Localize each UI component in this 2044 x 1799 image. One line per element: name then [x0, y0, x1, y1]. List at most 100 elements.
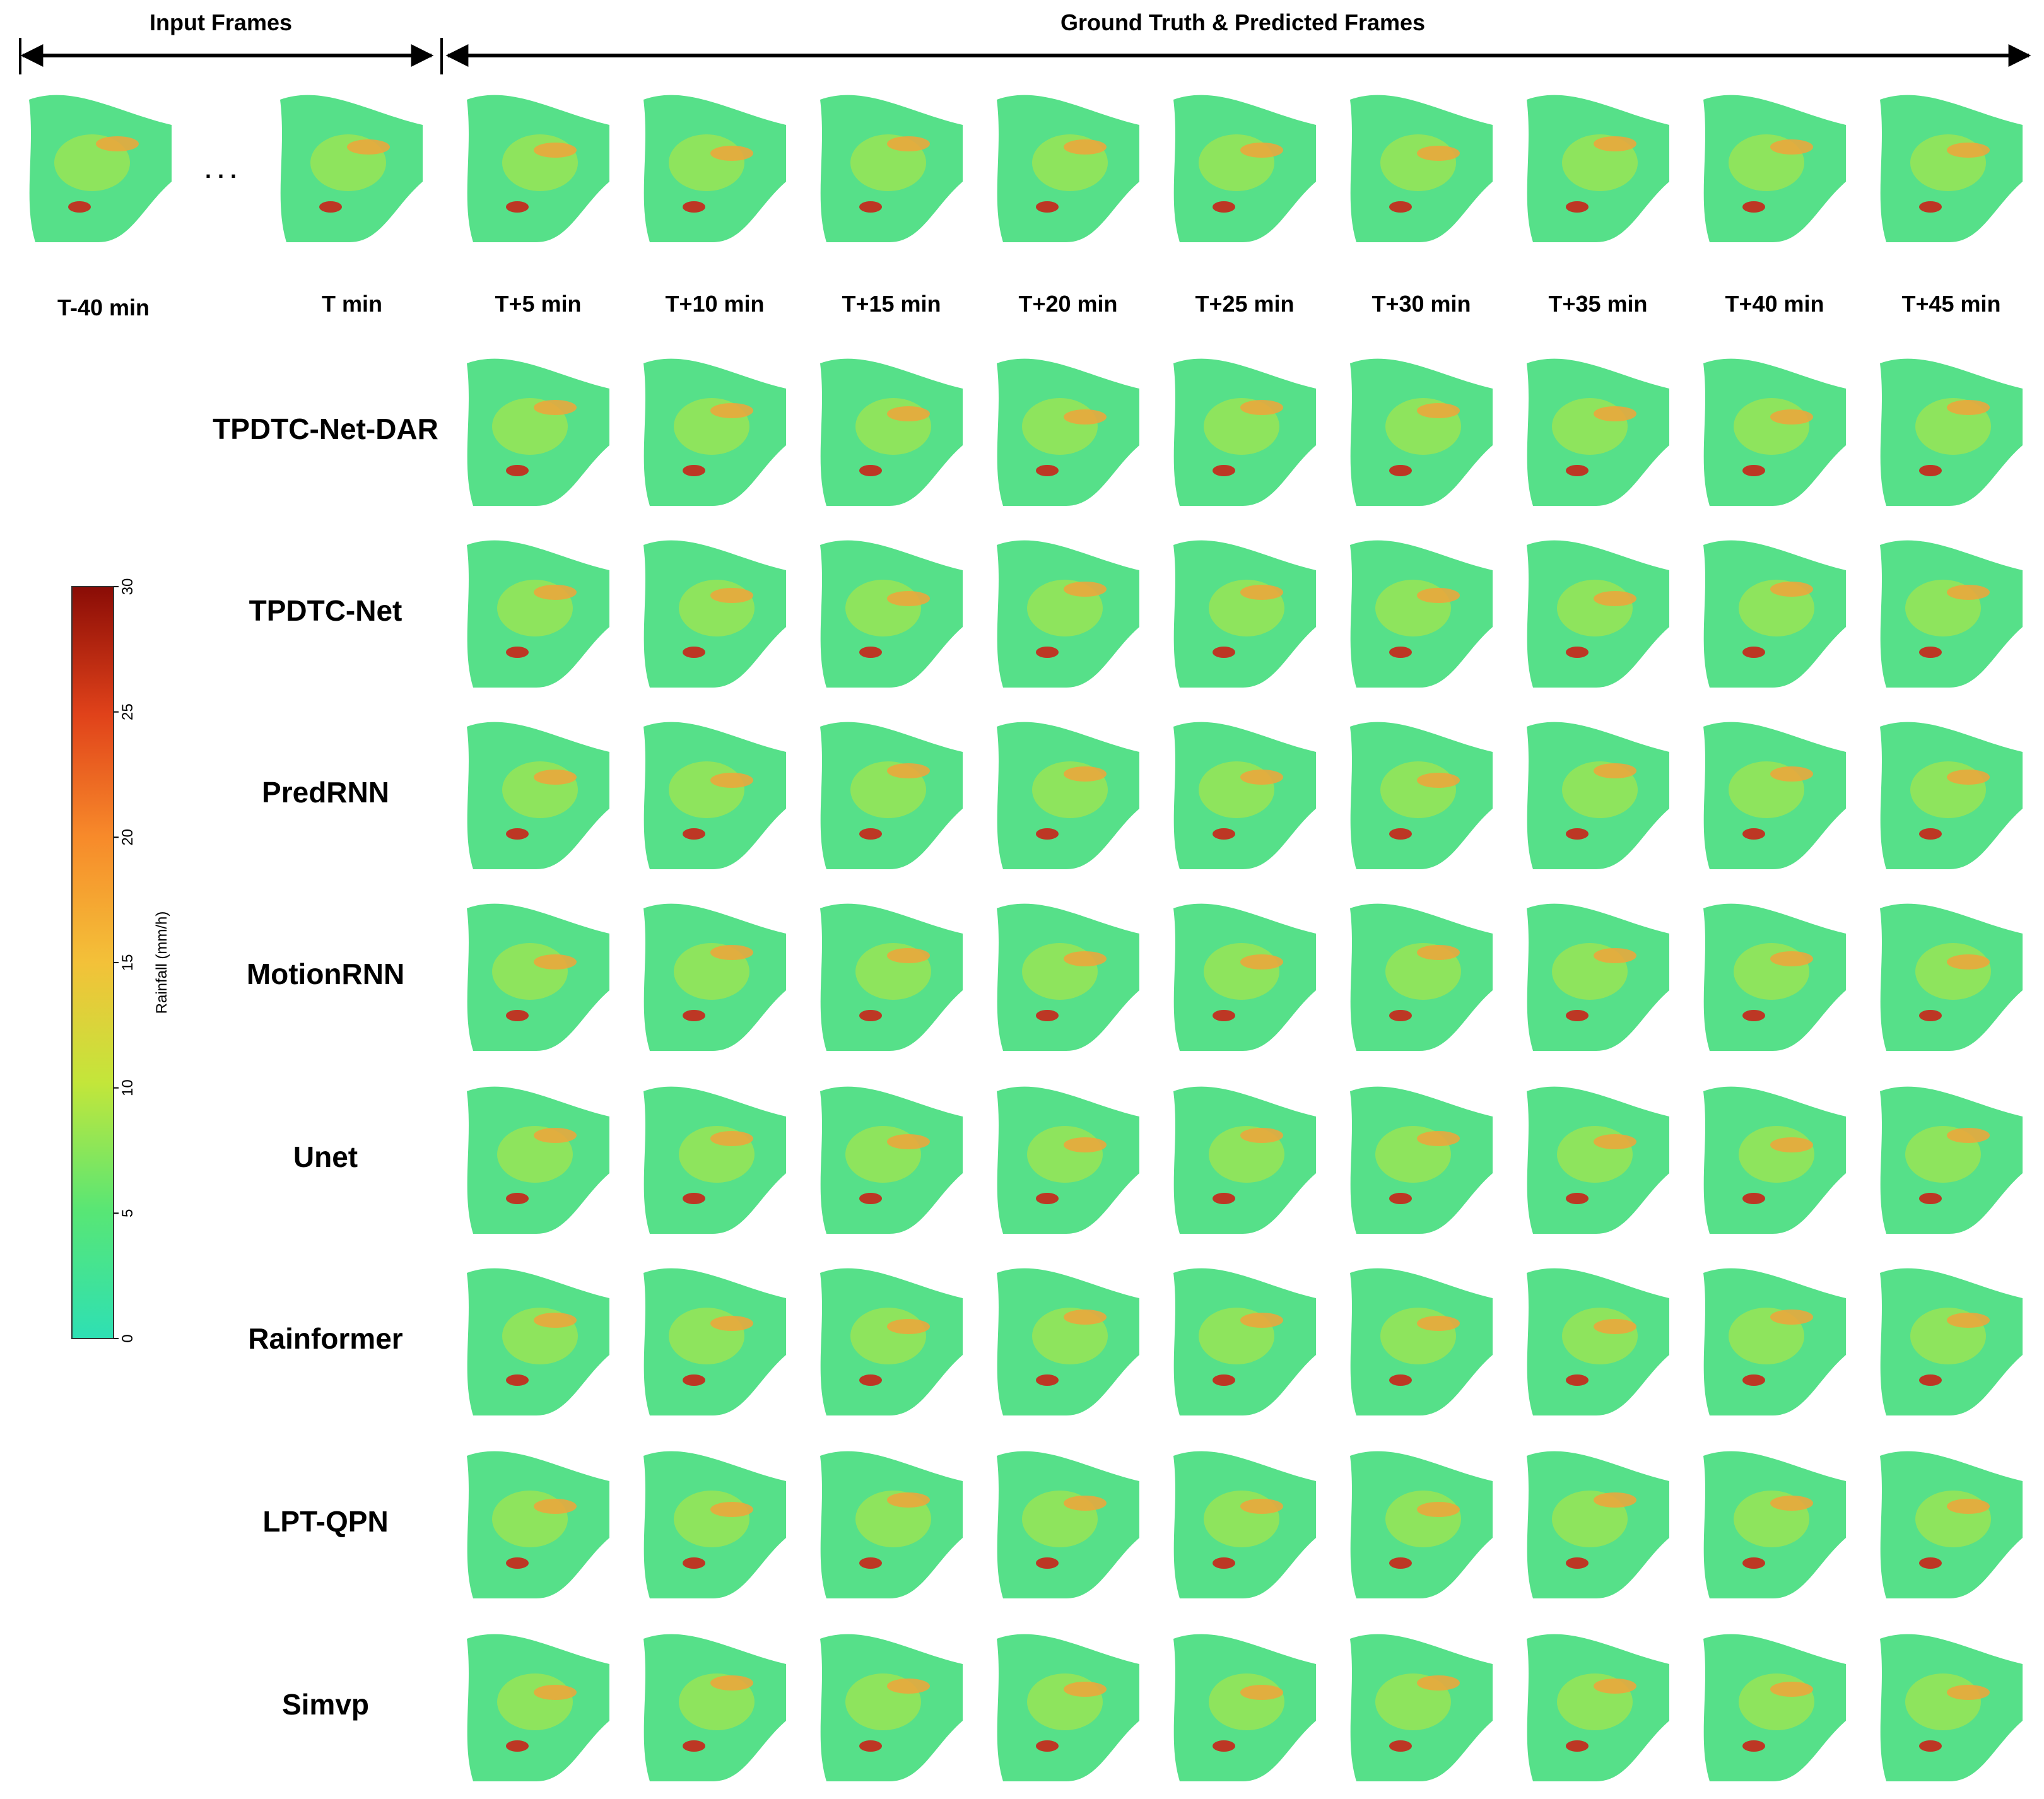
ground-truth-panel: [461, 87, 616, 242]
rain-field-intense: [859, 1010, 882, 1021]
rain-field-heavy: [1947, 400, 1990, 415]
colorbar-tick-label: 20: [119, 829, 136, 846]
rain-field-intense: [1566, 201, 1589, 213]
rain-field-intense: [1213, 1740, 1235, 1752]
rain-field-intense: [1213, 1557, 1235, 1569]
rain-field-moderate: [1380, 761, 1456, 818]
model-row: Unet: [293, 1079, 2029, 1234]
model-label: LPT-QPN: [262, 1505, 388, 1538]
rain-field-heavy: [1947, 1128, 1990, 1143]
model-label: TPDTC-Net-DAR: [213, 413, 438, 445]
prediction-panel: [1344, 1443, 1499, 1598]
prediction-panel: [1344, 1626, 1499, 1781]
prediction-panel: [1874, 714, 2029, 869]
rain-field-intense: [506, 465, 529, 476]
rain-field-heavy: [1594, 1492, 1636, 1508]
colorbar-tick-label: 25: [119, 703, 136, 720]
rain-field-intense: [1919, 1010, 1942, 1021]
rain-field-moderate: [850, 1308, 926, 1364]
model-label: Simvp: [282, 1688, 369, 1721]
rain-field-heavy: [1417, 945, 1460, 960]
model-rows: TPDTC-Net-DAR TPDTC-Net PredRNN MotionRNN Un…: [213, 351, 2029, 1781]
rain-field-heavy: [710, 1131, 753, 1146]
rain-field-moderate: [669, 761, 744, 818]
rain-field-intense: [68, 201, 91, 213]
rain-field-heavy: [1770, 1137, 1813, 1152]
rain-field-heavy: [887, 136, 930, 151]
rain-field-heavy: [710, 588, 753, 603]
time-label: T+20 min: [1018, 291, 1117, 317]
prediction-panel: [461, 896, 616, 1051]
prediction-panel: [1697, 351, 1852, 506]
rain-field-intense: [1566, 647, 1589, 658]
rain-field-heavy: [1417, 1675, 1460, 1691]
rain-field-heavy: [1594, 406, 1636, 421]
prediction-panel: [1520, 896, 1676, 1051]
rain-field-heavy: [1064, 1310, 1107, 1325]
rain-field-intense: [1919, 647, 1942, 658]
rain-field-intense: [1213, 1193, 1235, 1204]
predicted-frames-header: Ground Truth & Predicted Frames: [1060, 9, 1425, 35]
model-label: Rainformer: [248, 1322, 402, 1355]
rain-field-heavy: [710, 773, 753, 788]
rain-field-moderate: [502, 134, 578, 191]
colorbar-tick-label: 10: [119, 1079, 136, 1096]
rain-field-heavy: [1417, 588, 1460, 603]
rain-field-intense: [1742, 465, 1765, 476]
prediction-panel: [637, 1079, 792, 1234]
rain-field-heavy: [1064, 409, 1107, 425]
rain-field-heavy: [710, 1502, 753, 1517]
rain-field-heavy: [1770, 766, 1813, 782]
time-label: T+5 min: [495, 291, 581, 317]
rain-field-moderate: [497, 1673, 573, 1730]
ground-truth-panel: [990, 87, 1146, 242]
rain-field-intense: [859, 1557, 882, 1569]
rain-field-heavy: [887, 1679, 930, 1694]
rain-field-intense: [1742, 1374, 1765, 1386]
rain-field-intense: [1389, 1740, 1412, 1752]
prediction-panel: [1167, 532, 1322, 688]
prediction-panel: [461, 714, 616, 869]
rain-field-moderate: [1385, 1491, 1461, 1547]
prediction-panel: [990, 351, 1146, 506]
prediction-panel: [1874, 1260, 2029, 1415]
rain-field-heavy: [1594, 136, 1636, 151]
rain-field-heavy: [887, 406, 930, 421]
prediction-panel: [1697, 1626, 1852, 1781]
rain-field-moderate: [1915, 943, 1991, 1000]
time-labels: T-40 min T min T+5 min T+10 min T+15 min T+20…: [57, 291, 2001, 320]
rain-field-intense: [1389, 647, 1412, 658]
prediction-panel: [1874, 1626, 2029, 1781]
prediction-panel: [1697, 714, 1852, 869]
prediction-panel: [990, 1079, 1146, 1234]
rain-field-heavy: [1064, 139, 1107, 155]
rain-field-moderate: [1380, 134, 1456, 191]
rain-field-heavy: [534, 1499, 577, 1514]
prediction-panel: [990, 1626, 1146, 1781]
rain-field-moderate: [1739, 1126, 1814, 1183]
rain-field-heavy: [1947, 585, 1990, 600]
rain-field-moderate: [1910, 761, 1986, 818]
rain-field-heavy: [1594, 948, 1636, 963]
rain-field-heavy: [1064, 1137, 1107, 1152]
rain-field-intense: [683, 465, 705, 476]
rain-field-intense: [859, 647, 882, 658]
ground-truth-panel: [1520, 87, 1676, 242]
rain-field-intense: [1919, 1374, 1942, 1386]
colorbar-title: Rainfall (mm/h): [153, 911, 170, 1014]
rain-field-moderate: [1380, 1308, 1456, 1364]
prediction-panel: [990, 896, 1146, 1051]
rain-field-moderate: [1557, 1126, 1633, 1183]
colorbar-gradient: [71, 586, 114, 1339]
prediction-panel: [1697, 1260, 1852, 1415]
prediction-panel: [637, 351, 792, 506]
prediction-panel: [1874, 351, 2029, 506]
rain-field-moderate: [502, 761, 578, 818]
rain-field-heavy: [1240, 143, 1283, 158]
rain-field-moderate: [1204, 943, 1279, 1000]
model-row: MotionRNN: [247, 896, 2029, 1051]
ground-truth-panel: [1344, 87, 1499, 242]
colorbar-ticks: 0 5 10 15 20 25 30: [114, 578, 136, 1343]
rain-field-intense: [1036, 1740, 1059, 1752]
colorbar: 0 5 10 15 20 25 30 Rainfall (mm/h): [71, 578, 170, 1343]
